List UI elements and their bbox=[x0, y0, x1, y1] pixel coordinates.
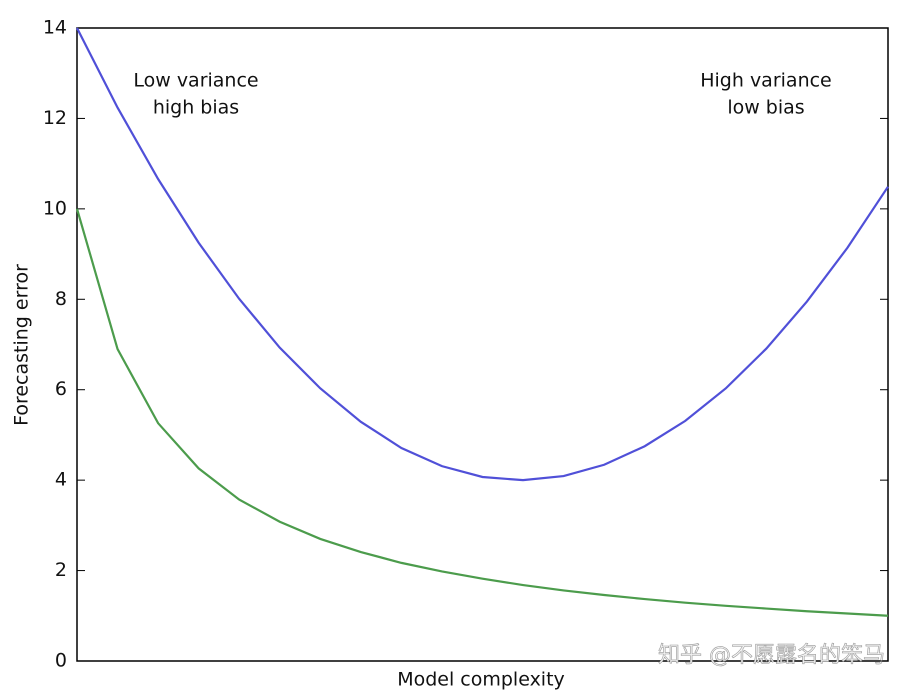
y-tick-label: 10 bbox=[43, 197, 67, 219]
y-tick-label: 6 bbox=[55, 378, 67, 400]
annotation: High variance bbox=[700, 70, 832, 92]
watermark: 知乎 @不愿露名的笨马 bbox=[658, 643, 885, 668]
y-axis-label: Forecasting error bbox=[11, 264, 33, 426]
plot-frame bbox=[76, 27, 889, 662]
y-tick-label: 4 bbox=[55, 469, 67, 491]
annotation: Low variance bbox=[133, 70, 258, 92]
y-tick-label: 12 bbox=[43, 107, 67, 129]
annotation: low bias bbox=[727, 97, 804, 119]
y-tick-label: 0 bbox=[55, 650, 67, 672]
annotation: high bias bbox=[153, 97, 239, 119]
line-series bbox=[75, 208, 889, 617]
line-series bbox=[76, 27, 889, 482]
x-axis-label: Model complexity bbox=[397, 669, 565, 691]
y-tick-label: 8 bbox=[55, 288, 67, 310]
y-tick-label: 2 bbox=[55, 559, 67, 581]
y-tick-label: 14 bbox=[43, 17, 67, 39]
